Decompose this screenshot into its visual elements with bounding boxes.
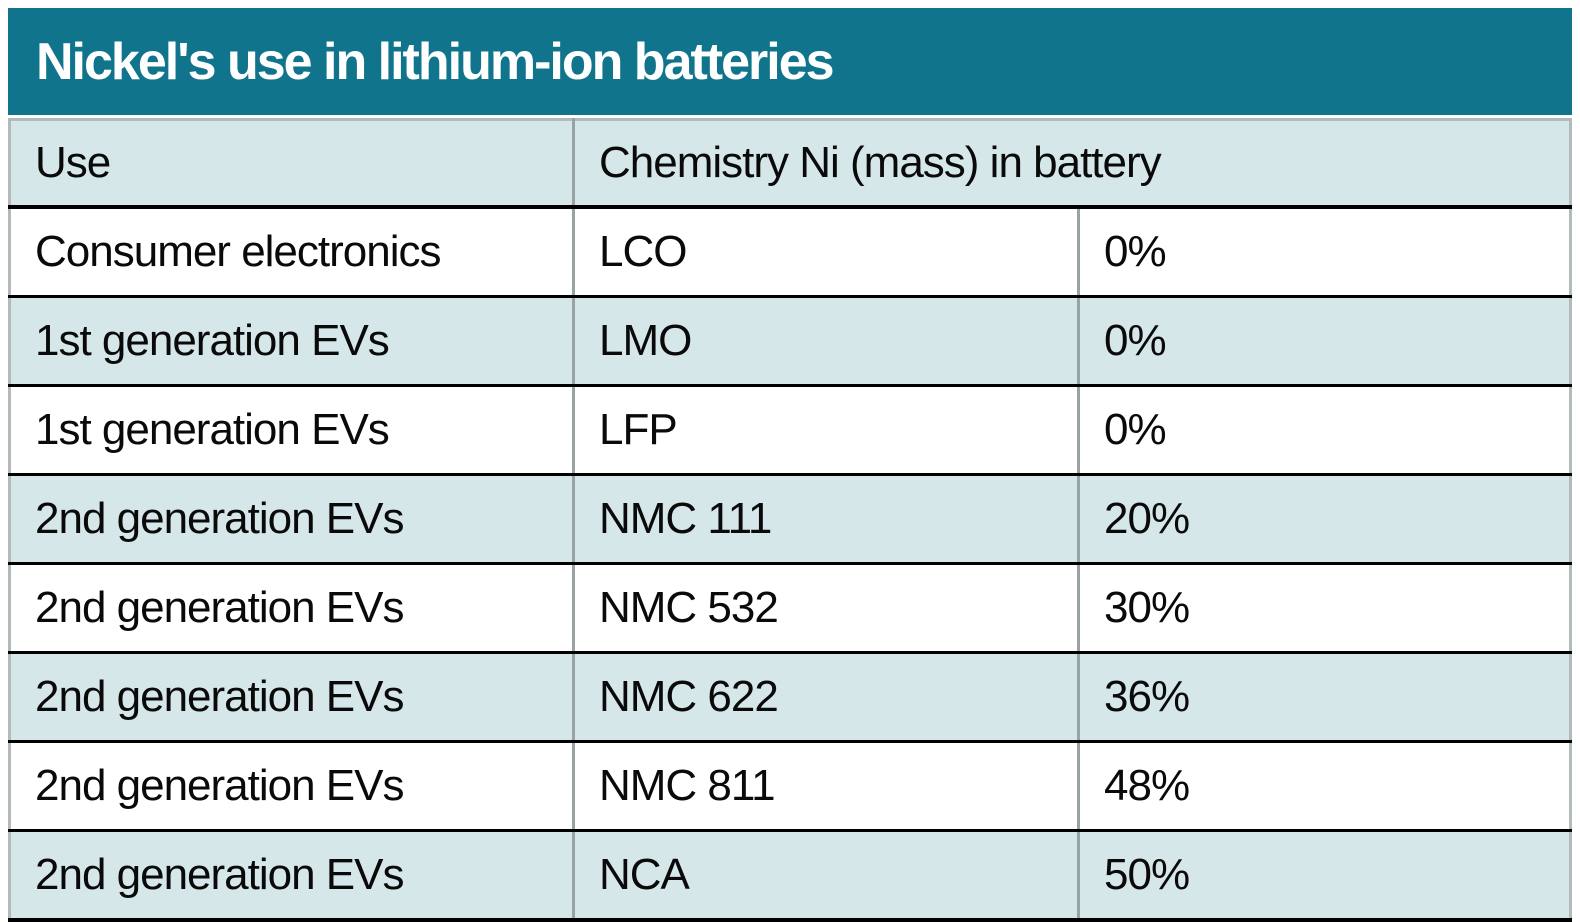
use-cell: 2nd generation EVs — [9, 830, 574, 922]
chemistry-cell: LMO — [572, 296, 1079, 387]
use-cell: 1st generation EVs — [9, 296, 574, 387]
table-row: 1st generation EVs LMO 0% — [9, 296, 1571, 387]
use-cell: 2nd generation EVs — [9, 474, 574, 565]
table-row: 2nd generation EVs NMC 811 48% — [9, 741, 1571, 832]
chemistry-cell: NMC 532 — [572, 563, 1079, 654]
use-cell: 2nd generation EVs — [9, 563, 574, 654]
table-row: 1st generation EVs LFP 0% — [9, 385, 1571, 476]
table-row: 2nd generation EVs NMC 622 36% — [9, 652, 1571, 743]
table-row: 2nd generation EVs NMC 111 20% — [9, 474, 1571, 565]
ni-mass-cell: 30% — [1076, 563, 1571, 654]
header-use: Use — [9, 119, 574, 209]
use-cell: 2nd generation EVs — [9, 741, 574, 832]
page-title: Nickel's use in lithium-ion batteries — [36, 32, 835, 91]
ni-mass-cell: 0% — [1076, 207, 1571, 298]
nickel-use-table: Use Chemistry Ni (mass) in battery Consu… — [8, 118, 1573, 922]
ni-mass-cell: 48% — [1076, 741, 1571, 832]
use-cell: Consumer electronics — [9, 207, 574, 298]
use-cell: 1st generation EVs — [9, 385, 574, 476]
header-row: Use Chemistry Ni (mass) in battery — [9, 119, 1571, 209]
table-row: 2nd generation EVs NMC 532 30% — [9, 563, 1571, 654]
chemistry-cell: NMC 111 — [572, 474, 1079, 565]
header-chemistry-ni-mass: Chemistry Ni (mass) in battery — [571, 119, 1571, 209]
chemistry-cell: NMC 622 — [572, 652, 1079, 743]
infographic-page: Nickel's use in lithium-ion batteries Us… — [8, 8, 1573, 922]
table-row: 2nd generation EVs NCA 50% — [9, 830, 1571, 922]
chemistry-cell: NMC 811 — [572, 741, 1079, 832]
ni-mass-cell: 36% — [1076, 652, 1571, 743]
chemistry-cell: NCA — [572, 830, 1079, 922]
title-bar: Nickel's use in lithium-ion batteries — [8, 8, 1572, 115]
chemistry-cell: LFP — [572, 385, 1079, 476]
chemistry-cell: LCO — [572, 207, 1079, 298]
table-body: Consumer electronics LCO 0% 1st generati… — [9, 207, 1571, 922]
ni-mass-cell: 50% — [1076, 830, 1571, 922]
ni-mass-cell: 0% — [1076, 296, 1571, 387]
ni-mass-cell: 20% — [1076, 474, 1571, 565]
use-cell: 2nd generation EVs — [9, 652, 574, 743]
table-row: Consumer electronics LCO 0% — [9, 207, 1571, 298]
ni-mass-cell: 0% — [1076, 385, 1571, 476]
